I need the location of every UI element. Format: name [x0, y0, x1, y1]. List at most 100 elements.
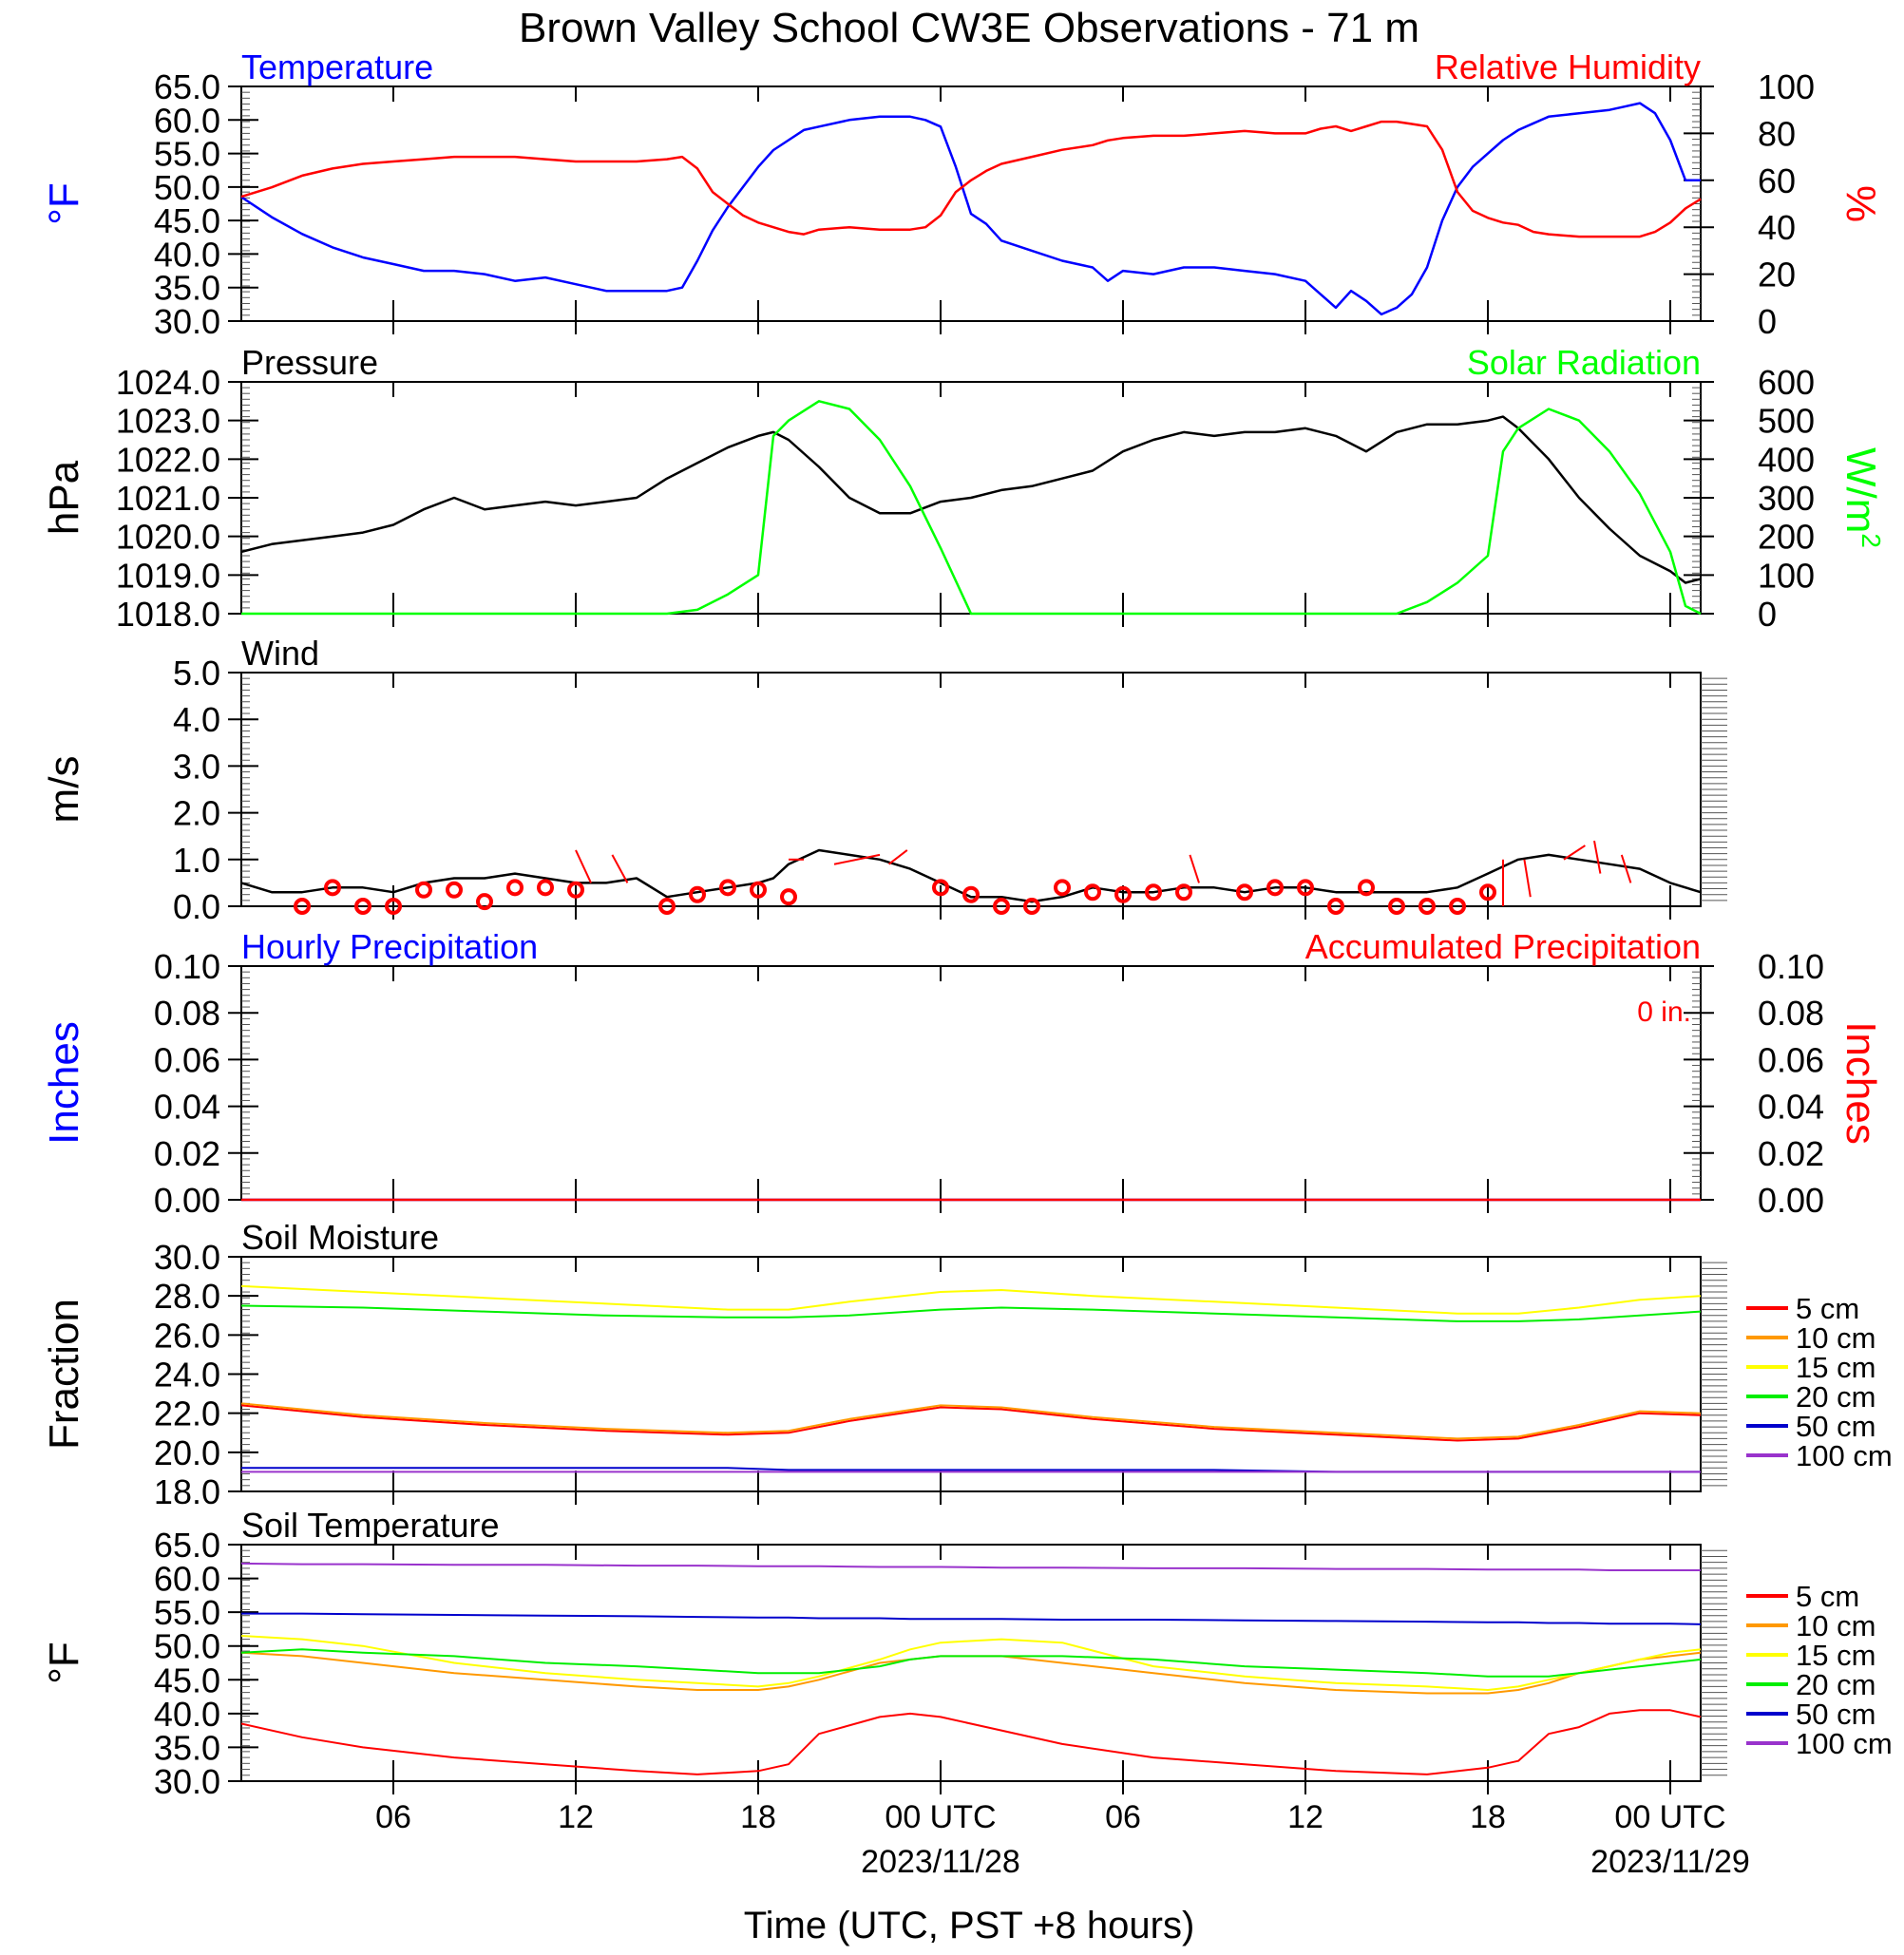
y-tick-label-right: 500	[1758, 402, 1815, 441]
y-tick-label-left: 26.0	[154, 1316, 220, 1355]
legend-label: 100 cm	[1796, 1439, 1893, 1472]
series-line-20-cm	[240, 1304, 1702, 1322]
x-tick-date-label: 2023/11/29	[1590, 1844, 1750, 1880]
x-axis: 06 12 18 00 UTC 2023/11/28 06 12 18 00 UTC 2023/1…	[375, 1799, 1750, 1880]
calm-wind-marker	[1175, 883, 1192, 902]
panel-soil-temperature: 65.060.055.050.045.040.035.030.0 Soil Tem…	[41, 1506, 1893, 1801]
calm-wind-marker	[1418, 898, 1436, 915]
series-line-relative-humidity	[240, 120, 1702, 238]
y-tick-label-left: 40.0	[154, 1695, 220, 1734]
panel-title-left: Pressure	[241, 343, 378, 382]
y-tick-label-left: 35.0	[154, 1728, 220, 1767]
y-tick-label-left: 0.04	[154, 1088, 220, 1127]
x-tick-label: 06	[375, 1799, 411, 1835]
panel-soil-moisture: 30.028.026.024.022.020.018.0 Soil Moistur…	[41, 1218, 1893, 1511]
y-tick-label-left: 22.0	[154, 1395, 220, 1433]
y-tick-label-right: 600	[1758, 363, 1815, 402]
y-tick-label-right: 0.00	[1758, 1181, 1824, 1220]
y-tick-label-left: 50.0	[154, 168, 220, 207]
series-line-wind-speed	[240, 848, 1702, 903]
series-line-pressure	[240, 415, 1702, 584]
y-tick-label-left: 1022.0	[116, 440, 220, 479]
y-axis-label-left: Fraction	[41, 1299, 87, 1450]
panel-frame	[240, 85, 1702, 322]
legend-label: 5 cm	[1796, 1292, 1859, 1325]
y-tick-label-left: 55.0	[154, 1593, 220, 1632]
y-tick-label-left: 65.0	[154, 1526, 220, 1565]
y-tick-label-left: 20.0	[154, 1433, 220, 1472]
y-tick-label-left: 60.0	[154, 1560, 220, 1599]
legend-label: 10 cm	[1796, 1321, 1875, 1355]
panel-title-left: Temperature	[241, 47, 433, 86]
y-tick-label-left: 30.0	[154, 1762, 220, 1801]
y-tick-label-right: 300	[1758, 479, 1815, 518]
y-tick-label-right: 0.06	[1758, 1040, 1824, 1079]
series-line-solar-radiation	[241, 400, 1702, 616]
y-tick-label-right: 200	[1758, 518, 1815, 557]
calm-wind-marker	[567, 881, 584, 899]
legend-label: 15 cm	[1796, 1351, 1875, 1384]
wind-barb	[611, 854, 629, 883]
calm-wind-marker	[537, 879, 554, 897]
y-tick-label-left: 1018.0	[116, 595, 220, 634]
y-tick-label-right: 0	[1758, 302, 1777, 341]
calm-wind-marker	[476, 893, 493, 911]
calm-wind-marker	[294, 898, 311, 915]
y-axis-label-right: Inches	[1837, 1021, 1884, 1145]
panel-wind: 5.0 4.0 3.0 2.0 1.0 0.0 Wind m/s	[41, 634, 1727, 926]
y-tick-label-left: 55.0	[154, 135, 220, 174]
calm-wind-marker	[1388, 898, 1405, 915]
x-axis-title: Time (UTC, PST +8 hours)	[744, 1905, 1195, 1946]
y-axis-label-left: °F	[41, 182, 87, 224]
panel-precipitation: 0.10 0.08 0.06 0.04 0.02 0.00 0.10 0.08 0.06 0.04…	[41, 927, 1884, 1220]
y-tick-label-left: 1020.0	[116, 518, 220, 557]
panel-title-right: Accumulated Precipitation	[1305, 927, 1701, 966]
series-line-100-cm	[240, 1562, 1701, 1571]
y-tick-label-left: 45.0	[154, 201, 220, 240]
series-line-5-cm	[240, 1709, 1702, 1775]
y-tick-label-left: 1024.0	[116, 363, 220, 402]
panel-frame	[240, 965, 1702, 1201]
calm-wind-marker	[1327, 898, 1344, 915]
y-tick-label-left: 30.0	[154, 302, 220, 341]
y-tick-label-left: 40.0	[154, 235, 220, 274]
series-line-temperature	[240, 102, 1701, 316]
series-line-20-cm	[240, 1648, 1702, 1678]
x-tick-label: 06	[1105, 1799, 1141, 1835]
x-tick-label: 12	[1287, 1799, 1323, 1835]
series-line-10-cm	[240, 1402, 1702, 1440]
panel-title-left: Soil Moisture	[241, 1218, 439, 1257]
y-tick-label-right: 0.02	[1758, 1134, 1824, 1173]
y-tick-label-left: 0.00	[154, 1181, 220, 1220]
x-tick-label: 00 UTC	[885, 1799, 996, 1835]
y-axis-label-right: W/m2	[1837, 447, 1886, 548]
calm-wind-marker	[1266, 879, 1284, 897]
y-tick-label-left: 35.0	[154, 269, 220, 308]
wind-barb	[833, 853, 881, 865]
y-tick-label-left: 3.0	[173, 747, 220, 786]
calm-wind-marker	[993, 898, 1010, 915]
calm-wind-marker	[689, 885, 706, 903]
y-tick-label-right: 100	[1758, 556, 1815, 595]
panel-title-left: Soil Temperature	[241, 1506, 499, 1545]
wind-barb	[1189, 854, 1200, 883]
calm-wind-marker	[385, 898, 402, 915]
y-tick-label-right: 20	[1758, 256, 1796, 294]
y-tick-label-left: 60.0	[154, 101, 220, 140]
y-tick-label-right: 60	[1758, 161, 1796, 200]
legend-label: 50 cm	[1796, 1698, 1875, 1731]
calm-wind-marker	[506, 879, 524, 897]
y-tick-label-right: 0.04	[1758, 1088, 1824, 1127]
calm-wind-marker	[1236, 883, 1253, 902]
y-tick-label-left: 0.06	[154, 1040, 220, 1079]
calm-wind-marker	[1023, 898, 1040, 915]
y-tick-label-right: 0.10	[1758, 947, 1824, 986]
panel-title-right: Relative Humidity	[1435, 47, 1701, 86]
panel-frame	[240, 672, 1702, 907]
y-tick-label-left: 50.0	[154, 1627, 220, 1666]
y-tick-label-right: 0.08	[1758, 994, 1824, 1033]
y-axis-label-right: %	[1837, 185, 1884, 222]
calm-wind-marker	[1054, 879, 1071, 897]
panel-temperature-humidity: 65.060.055.050.045.040.035.030.0 100 80 60 4…	[41, 47, 1884, 341]
legend-label: 5 cm	[1796, 1580, 1859, 1613]
